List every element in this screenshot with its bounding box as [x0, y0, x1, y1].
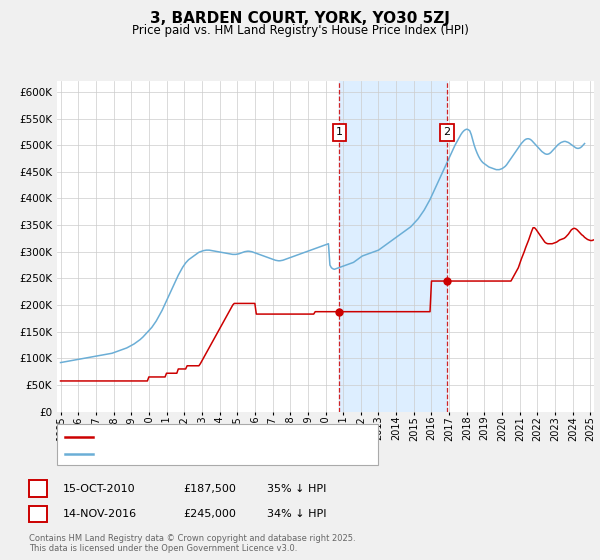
Text: Contains HM Land Registry data © Crown copyright and database right 2025.
This d: Contains HM Land Registry data © Crown c… — [29, 534, 355, 553]
Text: £245,000: £245,000 — [183, 509, 236, 519]
Text: Price paid vs. HM Land Registry's House Price Index (HPI): Price paid vs. HM Land Registry's House … — [131, 24, 469, 36]
Text: 3, BARDEN COURT, YORK, YO30 5ZJ: 3, BARDEN COURT, YORK, YO30 5ZJ — [150, 11, 450, 26]
Text: 34% ↓ HPI: 34% ↓ HPI — [267, 509, 326, 519]
Text: 15-OCT-2010: 15-OCT-2010 — [63, 484, 136, 494]
Text: 3, BARDEN COURT, YORK, YO30 5ZJ (detached house): 3, BARDEN COURT, YORK, YO30 5ZJ (detache… — [98, 432, 365, 442]
Text: 14-NOV-2016: 14-NOV-2016 — [63, 509, 137, 519]
Text: 1: 1 — [336, 128, 343, 137]
Text: 2: 2 — [443, 128, 451, 137]
Text: £187,500: £187,500 — [183, 484, 236, 494]
Text: 35% ↓ HPI: 35% ↓ HPI — [267, 484, 326, 494]
Bar — [340, 81, 447, 412]
Text: HPI: Average price, detached house, York: HPI: Average price, detached house, York — [98, 449, 302, 459]
Text: 2: 2 — [34, 509, 41, 519]
Text: 1: 1 — [34, 484, 41, 494]
